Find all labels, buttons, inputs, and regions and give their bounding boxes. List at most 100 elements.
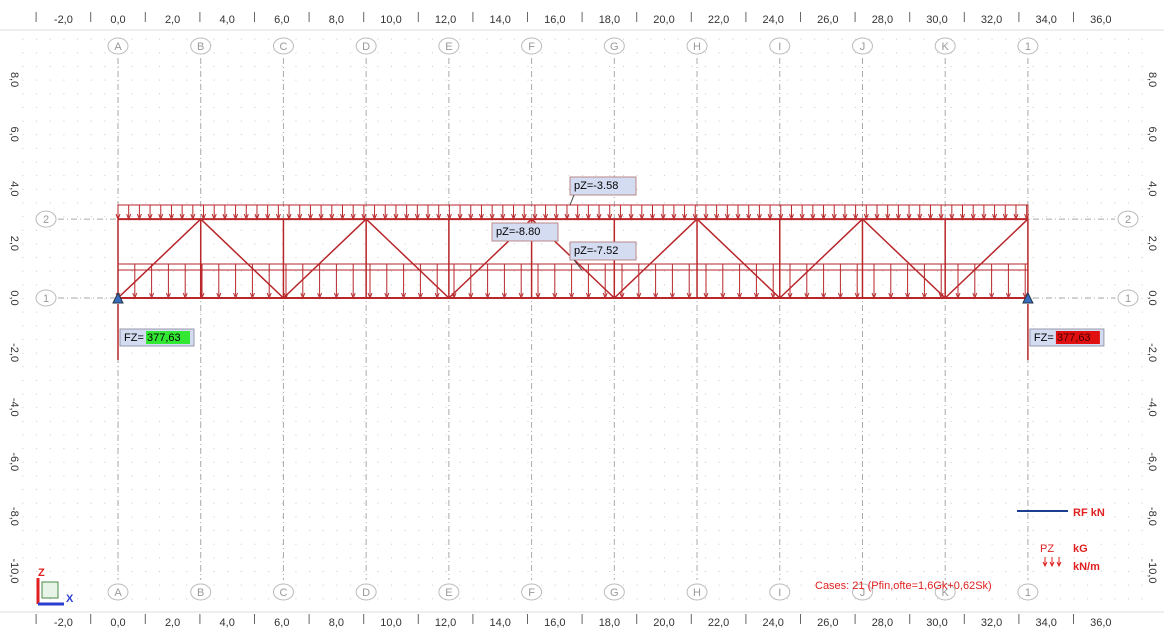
z-label: Z (38, 567, 45, 579)
axis-label: 1 (1125, 293, 1131, 305)
legend-arrow (1049, 557, 1055, 568)
axis-label: H (693, 587, 701, 599)
axis-bubble (1117, 210, 1139, 228)
axis-bubble (851, 583, 873, 601)
reaction-highlight (1055, 331, 1100, 344)
load-label: pZ=-7.52 (574, 245, 618, 257)
ruler-label: 8,0 (1146, 72, 1158, 87)
ruler-label: 28,0 (872, 617, 893, 629)
axis-bubble (107, 583, 129, 601)
diagonal (200, 218, 284, 299)
ruler-label: 6,0 (1146, 127, 1158, 142)
ruler-label: -8,0 (8, 507, 20, 526)
axis-bubble (272, 583, 294, 601)
diagonal (944, 218, 1029, 299)
ruler-label: -2,0 (54, 617, 73, 629)
axis-label: I (778, 587, 781, 599)
ruler-label: 22,0 (708, 14, 729, 26)
diagonal (117, 218, 202, 299)
cases: Cases: 21 (Pfin,ofte=1,6Gk+0,62Sk) (815, 580, 992, 592)
axis-label: C (279, 587, 287, 599)
ruler-label: -4,0 (8, 398, 20, 417)
axis-bubble (934, 37, 956, 55)
legend-label: kN/m (1073, 561, 1100, 573)
ruler-label: 0,0 (110, 617, 125, 629)
ruler-label: -2,0 (1146, 343, 1158, 362)
axis-label: I (778, 41, 781, 53)
ruler-label: 20,0 (653, 617, 674, 629)
ruler-label: -4,0 (1146, 398, 1158, 417)
ruler-label: 18,0 (599, 617, 620, 629)
axis-bubble (190, 37, 212, 55)
diagonal (282, 218, 367, 299)
ruler-label: 36,0 (1090, 617, 1111, 629)
ruler-label: 6,0 (274, 617, 289, 629)
axis-label: E (445, 587, 452, 599)
ruler-label: 8,0 (8, 72, 20, 87)
ruler-label: 4,0 (220, 14, 235, 26)
reaction-label: FZ= (1034, 332, 1054, 344)
ruler-label: 16,0 (544, 14, 565, 26)
ruler-label: -10,0 (1146, 558, 1158, 583)
ruler-label: 24,0 (762, 14, 783, 26)
axis-bubble (603, 583, 625, 601)
reaction-highlight (146, 331, 190, 344)
ruler-label: 20,0 (653, 14, 674, 26)
axis-label: 2 (1125, 214, 1131, 226)
ruler-label: 4,0 (1146, 181, 1158, 196)
ruler-label: 8,0 (329, 14, 344, 26)
axis-bubble (851, 37, 873, 55)
ruler-label: 2,0 (165, 14, 180, 26)
ruler-label: 4,0 (8, 181, 20, 196)
ruler-label: 14,0 (489, 14, 510, 26)
ruler-label: 24,0 (762, 617, 783, 629)
axis-label: 2 (43, 214, 49, 226)
axis-label: 1 (1025, 41, 1031, 53)
axis-bubble (438, 37, 460, 55)
ruler-label: 34,0 (1035, 14, 1056, 26)
axis-label: D (362, 587, 370, 599)
support (1022, 291, 1034, 304)
ruler-label: 22,0 (708, 617, 729, 629)
ruler-label: -2,0 (54, 14, 73, 26)
axis-bubble (769, 583, 791, 601)
axis-label: J (860, 41, 866, 53)
ruler-label: 10,0 (380, 617, 401, 629)
legend-arrow (1042, 557, 1048, 568)
axis-label: F (528, 41, 535, 53)
axis-label: G (610, 587, 619, 599)
axis-bubble (1017, 583, 1039, 601)
axis-icon-box (41, 581, 59, 599)
axis-label: K (942, 587, 950, 599)
diagonal (365, 218, 450, 299)
load-label-box (569, 176, 637, 196)
axis-bubble (934, 583, 956, 601)
ruler-label: 6,0 (8, 127, 20, 142)
ruler-label: 32,0 (981, 14, 1002, 26)
axis-label: J (860, 587, 866, 599)
load-label-box (491, 222, 559, 242)
axis-bubble (35, 210, 57, 228)
support (112, 291, 124, 304)
axis-bubble (1117, 289, 1139, 307)
axis-label: 1 (1025, 587, 1031, 599)
x-label: X (66, 593, 74, 605)
axis-label: B (197, 41, 204, 53)
axis-bubble (521, 583, 543, 601)
legend-arrow (1056, 557, 1062, 568)
axis-bubble (769, 37, 791, 55)
axis-bubble (190, 583, 212, 601)
axis-label: C (279, 41, 287, 53)
axis-bubble (521, 37, 543, 55)
leader (569, 194, 575, 206)
ruler-label: 30,0 (926, 14, 947, 26)
axis-bubble (35, 289, 57, 307)
axis-bubble (686, 583, 708, 601)
axis-label: H (693, 41, 701, 53)
ruler-label: 16,0 (544, 617, 565, 629)
ruler-label: 14,0 (489, 617, 510, 629)
diagonal (696, 218, 781, 299)
dot-grid (10, 30, 1154, 612)
axis-label: A (114, 41, 122, 53)
ruler-label: 26,0 (817, 617, 838, 629)
